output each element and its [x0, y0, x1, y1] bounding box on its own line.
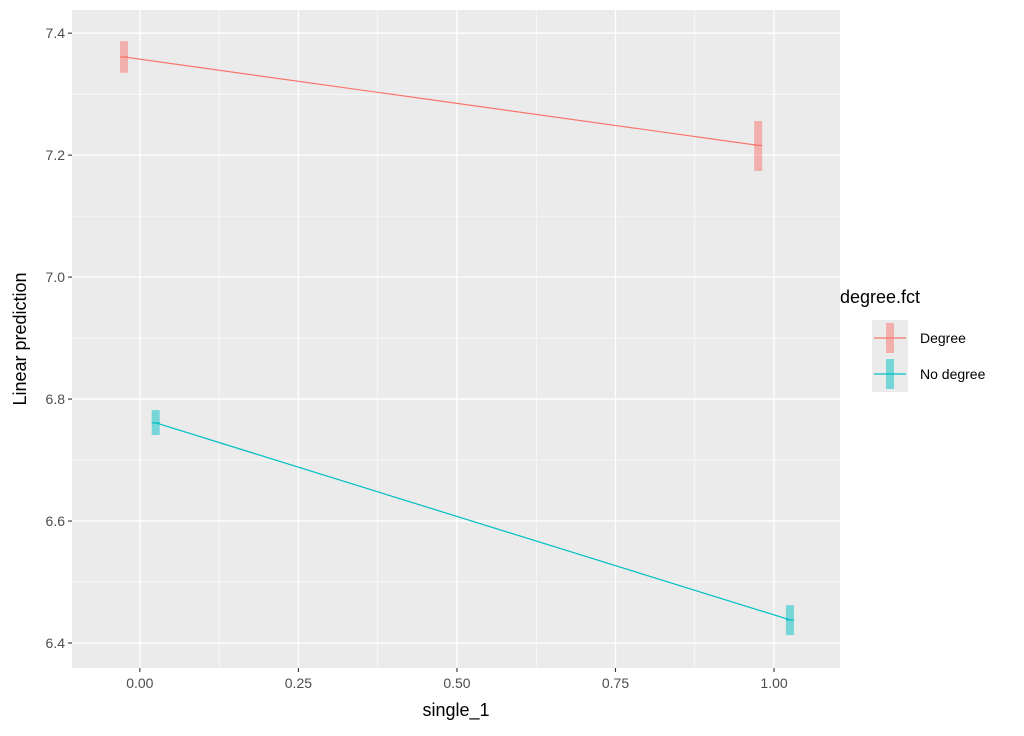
legend-title: degree.fct: [840, 287, 920, 307]
legend-label: No degree: [920, 366, 986, 382]
legend-label: Degree: [920, 330, 966, 346]
panel-background: [72, 10, 840, 668]
error-bar-degree: [754, 120, 763, 171]
y-tick-label: 7.0: [46, 269, 66, 285]
x-tick-label: 1.00: [760, 675, 787, 691]
y-axis: 6.4 6.6 6.8 7.0 7.2 7.4: [46, 25, 72, 651]
x-tick-label: 0.75: [602, 675, 629, 691]
line-no-degree: [155, 422, 791, 621]
x-tick-label: 0.25: [285, 675, 312, 691]
grid-minor: [72, 10, 840, 668]
y-tick-label: 6.4: [46, 635, 66, 651]
x-tick-label: 0.00: [126, 675, 153, 691]
series-layer: [120, 41, 794, 636]
x-tick-label: 0.50: [443, 675, 470, 691]
y-axis-title: Linear prediction: [10, 272, 30, 405]
x-axis-title: single_1: [422, 700, 489, 721]
x-axis: 0.00 0.25 0.50 0.75 1.00: [126, 668, 788, 691]
y-tick-label: 6.8: [46, 391, 66, 407]
y-tick-label: 7.2: [46, 147, 66, 163]
y-tick-label: 6.6: [46, 513, 66, 529]
y-tick-label: 7.4: [46, 25, 66, 41]
line-degree: [123, 56, 759, 146]
legend: degree.fct Degree No degree: [840, 287, 986, 392]
grid-major: [72, 10, 840, 668]
